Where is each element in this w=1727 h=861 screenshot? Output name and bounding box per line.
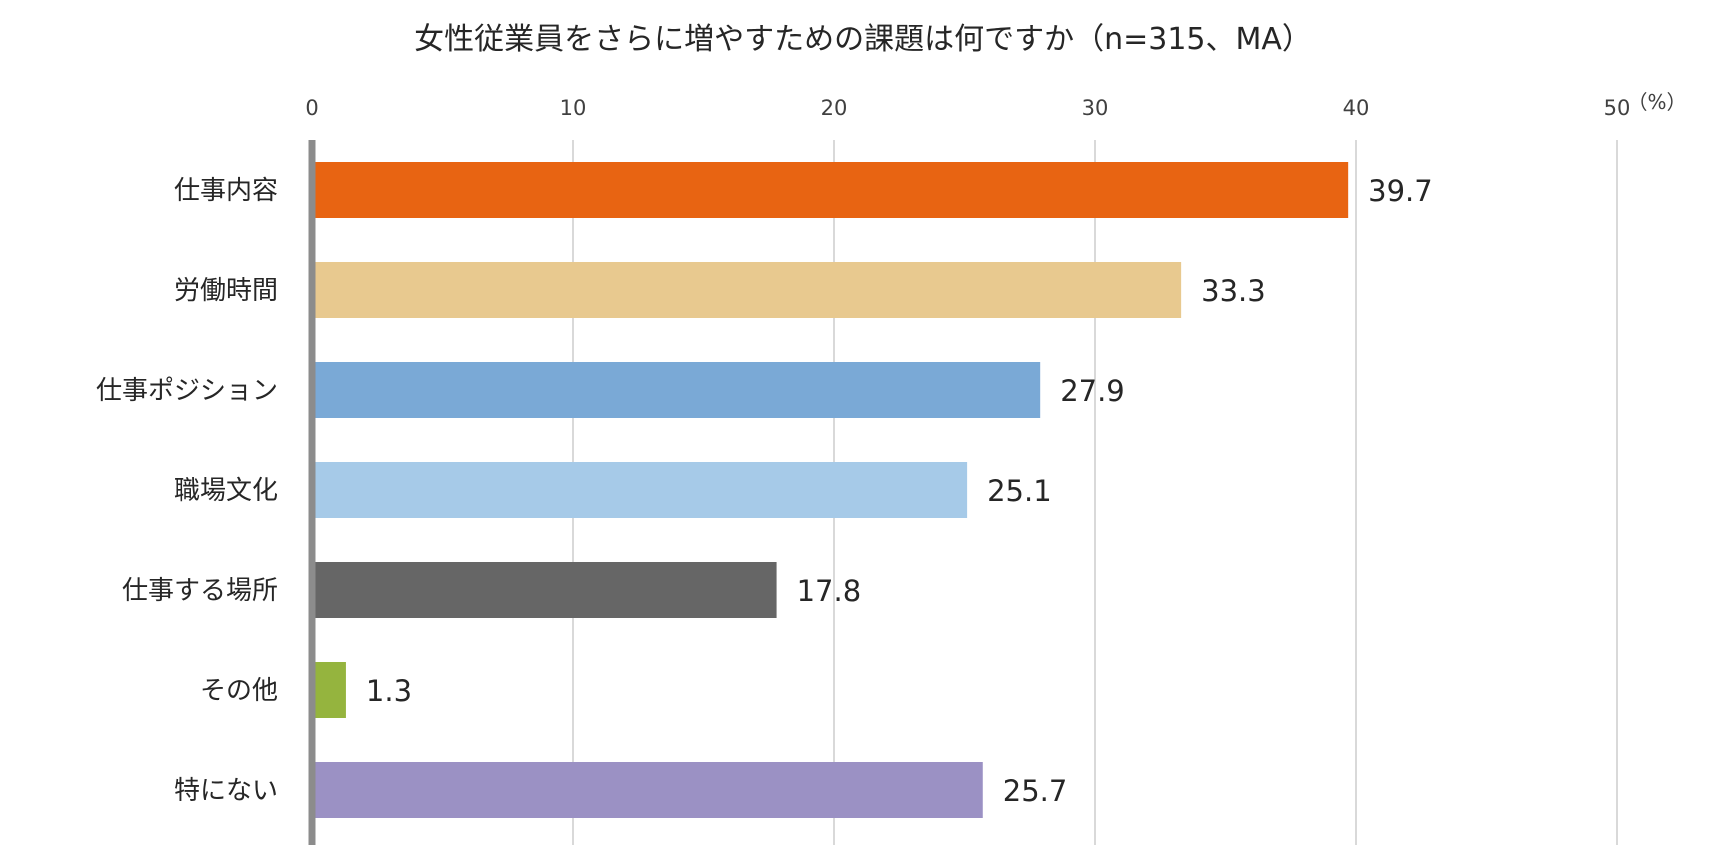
value-label: 1.3 — [366, 674, 412, 708]
bar — [312, 762, 983, 818]
bar — [312, 162, 1349, 218]
value-label: 25.1 — [987, 474, 1052, 508]
value-label: 25.7 — [1003, 774, 1068, 808]
bar — [312, 662, 346, 718]
value-label: 17.8 — [797, 574, 862, 608]
bar — [312, 362, 1041, 418]
category-label: 仕事する場所 — [122, 576, 278, 606]
category-label: 仕事内容 — [174, 176, 278, 206]
x-axis-unit-label: （%） — [1627, 90, 1686, 114]
value-label: 39.7 — [1368, 174, 1433, 208]
x-tick-label: 50 — [1604, 96, 1631, 120]
x-tick-label: 20 — [821, 96, 848, 120]
category-label: 特にない — [174, 776, 278, 806]
bar — [312, 562, 777, 618]
value-label: 27.9 — [1060, 374, 1125, 408]
bars: 仕事内容 39.7 労働時間 33.3 仕事ポジション 27.9 職場文化 25.1 仕事する場… — [96, 162, 1433, 818]
x-tick-label: 40 — [1343, 96, 1370, 120]
x-tick-label: 0 — [305, 96, 318, 120]
category-label: その他 — [200, 676, 278, 706]
x-tick-label: 10 — [560, 96, 587, 120]
gridlines — [572, 140, 1618, 845]
x-axis-ticks: 0 10 20 30 40 50 — [305, 96, 1630, 120]
bar — [312, 462, 968, 518]
value-label: 33.3 — [1201, 274, 1266, 308]
bar — [312, 262, 1182, 318]
chart-title: 女性従業員をさらに増やすための課題は何ですか（n=315、MA） — [414, 22, 1312, 57]
category-label: 仕事ポジション — [96, 376, 278, 406]
category-label: 職場文化 — [174, 476, 278, 506]
x-tick-label: 30 — [1082, 96, 1109, 120]
category-label: 労働時間 — [174, 276, 278, 306]
